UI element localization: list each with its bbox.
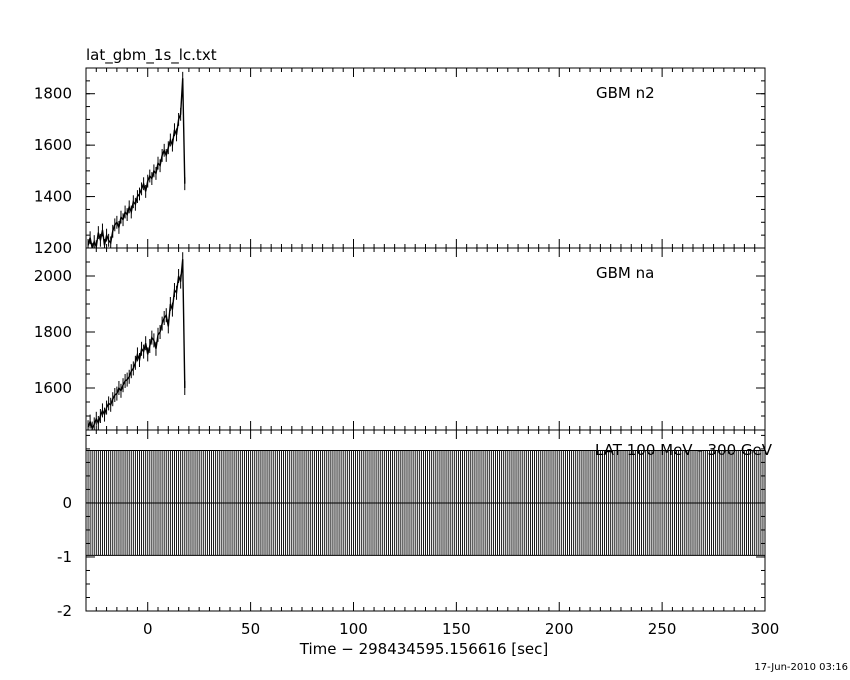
series-line — [87, 78, 186, 250]
panel-middle: 1600 1800 2000 GBM na — [34, 247, 766, 431]
panel-frame — [85, 247, 766, 431]
panel-label: GBM n2 — [596, 84, 655, 102]
y-tick-label: 1600 — [34, 136, 72, 154]
page-title: lat_gbm_1s_lc.txt — [86, 46, 217, 65]
y-tick-label: 1400 — [34, 188, 72, 206]
panel-label: GBM na — [596, 264, 654, 282]
x-tick-label: 100 — [339, 620, 368, 638]
y-tick-label: 2000 — [34, 267, 72, 285]
y-tick-label: -2 — [57, 602, 72, 620]
y-tick-label: 1200 — [34, 239, 72, 257]
y-tick-label: -1 — [57, 548, 72, 566]
panel-label: LAT 100 MeV - 300 GeV — [595, 441, 773, 459]
y-tick-label: 1800 — [34, 323, 72, 341]
y-tick-label: 1800 — [34, 85, 72, 103]
panel-frame — [85, 67, 766, 249]
panel-top: 1200 1400 1600 1800 GBM n2 — [34, 67, 766, 257]
panel-bottom: -2 -1 0 LAT 100 MeV - 300 GeV — [57, 429, 773, 620]
y-tick-label: 0 — [62, 494, 72, 512]
series-line — [87, 259, 186, 431]
y-tick-label: 1600 — [34, 379, 72, 397]
timestamp: 17-Jun-2010 03:16 — [754, 662, 848, 673]
x-tick-label: 50 — [241, 620, 260, 638]
x-tick-label: 200 — [545, 620, 574, 638]
x-tick-label: 300 — [751, 620, 780, 638]
x-tick-label: 0 — [143, 620, 153, 638]
x-axis-title: Time − 298434595.156616 [sec] — [299, 640, 549, 658]
x-tick-label: 250 — [648, 620, 677, 638]
x-axis: 0 50 100 150 200 250 300 — [143, 620, 779, 638]
x-tick-label: 150 — [442, 620, 471, 638]
